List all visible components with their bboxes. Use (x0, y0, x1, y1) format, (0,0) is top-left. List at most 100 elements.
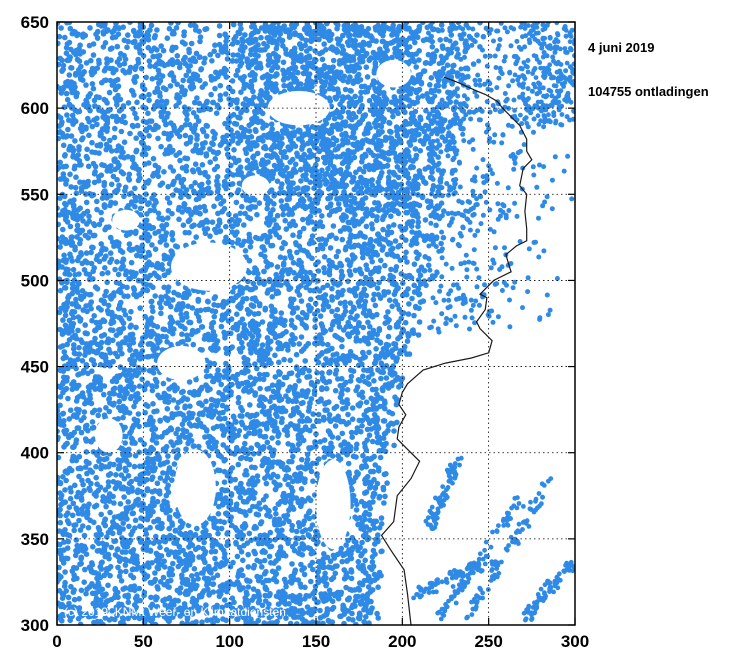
discharge-point (81, 409, 88, 415)
discharge-point (246, 341, 252, 348)
discharge-point (129, 122, 136, 129)
discharge-point (160, 266, 166, 273)
discharge-point (428, 75, 435, 81)
discharge-point (164, 406, 171, 412)
discharge-point (189, 223, 195, 230)
discharge-point (253, 365, 260, 372)
discharge-point (107, 137, 113, 144)
discharge-point (125, 615, 131, 622)
discharge-point (219, 608, 226, 615)
discharge-point (65, 594, 72, 601)
discharge-point (404, 96, 410, 102)
discharge-point (63, 90, 70, 97)
discharge-point (347, 323, 354, 330)
discharge-point (314, 471, 320, 478)
discharge-point (83, 270, 90, 277)
discharge-point (300, 534, 306, 541)
discharge-point (183, 446, 189, 452)
discharge-point (82, 322, 88, 328)
discharge-point (230, 52, 236, 58)
discharge-point (127, 130, 133, 137)
discharge-point (149, 387, 156, 394)
discharge-point (194, 571, 200, 578)
discharge-point (57, 519, 64, 526)
discharge-point (308, 550, 315, 557)
discharge-point (302, 358, 309, 364)
discharge-point (264, 439, 271, 446)
discharge-point (154, 27, 160, 33)
discharge-point (325, 428, 332, 434)
discharge-point (229, 78, 236, 84)
discharge-point (216, 32, 223, 39)
discharge-point (57, 40, 61, 47)
discharge-point (148, 594, 154, 601)
discharge-point (317, 607, 323, 614)
discharge-point (360, 324, 367, 331)
discharge-point (237, 115, 243, 121)
discharge-point (62, 207, 68, 213)
discharge-point (188, 211, 194, 218)
discharge-point (385, 333, 392, 340)
discharge-point (438, 22, 445, 28)
discharge-point (157, 239, 164, 245)
discharge-point (352, 211, 358, 218)
discharge-point (98, 339, 105, 346)
discharge-point (339, 386, 346, 393)
discharge-point (390, 363, 397, 369)
discharge-point (210, 99, 216, 106)
discharge-point (280, 331, 286, 337)
discharge-point (154, 584, 161, 590)
discharge-point (359, 102, 365, 109)
discharge-point (180, 427, 186, 433)
discharge-point (247, 244, 254, 250)
discharge-point (328, 440, 334, 447)
discharge-point (339, 272, 346, 279)
discharge-point (105, 483, 112, 490)
discharge-point (207, 51, 213, 58)
discharge-point (300, 216, 306, 223)
discharge-point (356, 108, 363, 115)
discharge-point (352, 267, 359, 274)
discharge-point (295, 465, 302, 471)
discharge-point (146, 133, 152, 139)
discharge-point (154, 603, 161, 610)
discharge-point (112, 350, 119, 357)
discharge-point (115, 271, 122, 278)
discharge-point (278, 419, 285, 426)
discharge-point (346, 616, 352, 622)
discharge-point (254, 211, 260, 218)
discharge-point (234, 67, 241, 74)
discharge-point (154, 480, 161, 487)
discharge-point (229, 239, 235, 246)
discharge-point (292, 540, 299, 547)
discharge-point (267, 529, 274, 536)
discharge-point (69, 512, 76, 519)
discharge-point (233, 121, 240, 127)
discharge-point (310, 478, 316, 485)
discharge-point (389, 410, 396, 417)
discharge-point (96, 407, 103, 413)
discharge-point (152, 570, 158, 576)
discharge-point (226, 211, 232, 218)
discharge-point (174, 244, 181, 250)
discharge-point (221, 554, 228, 561)
discharge-point (91, 503, 98, 510)
discharge-point (85, 524, 92, 531)
discharge-point (245, 584, 252, 590)
discharge-point (339, 430, 346, 437)
discharge-point (203, 151, 210, 157)
discharge-point (363, 211, 370, 217)
discharge-point (227, 345, 234, 352)
discharge-point (69, 258, 75, 264)
discharge-point (144, 574, 150, 580)
discharge-point (268, 560, 274, 566)
discharge-point (60, 474, 66, 480)
discharge-point (307, 213, 314, 220)
discharge-point (164, 35, 171, 41)
discharge-point (88, 305, 94, 312)
discharge-point (88, 260, 95, 267)
discharge-point (176, 216, 182, 223)
discharge-point (244, 540, 251, 546)
discharge-point (290, 406, 297, 412)
discharge-point (98, 209, 104, 216)
